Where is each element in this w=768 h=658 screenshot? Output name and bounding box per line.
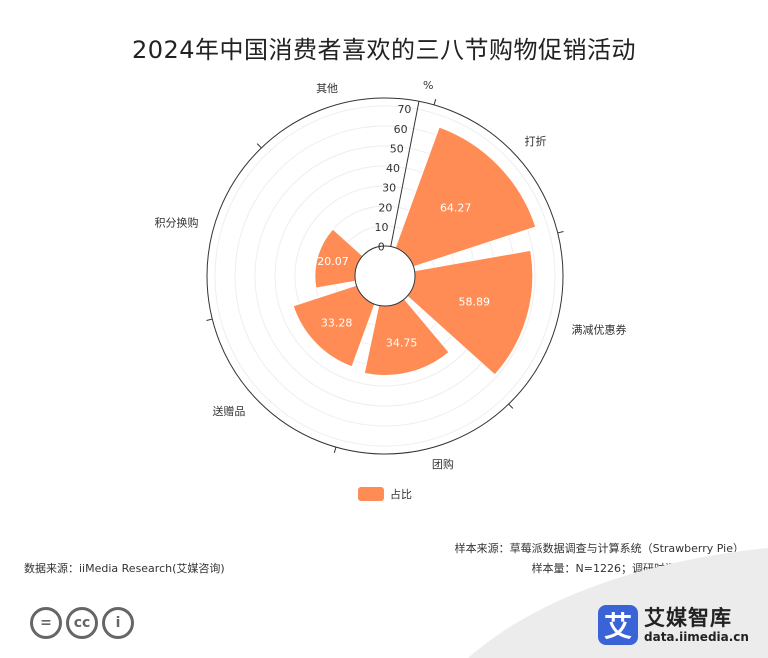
brand-url: data.iimedia.cn [644, 629, 749, 644]
radial-tick-label: 60 [394, 123, 408, 136]
data-source: 数据来源：iiMedia Research(艾媒咨询) [24, 562, 225, 575]
angle-tick [206, 318, 213, 321]
grid-ring [214, 105, 556, 447]
data-label: 58.89 [459, 296, 491, 309]
category-label: 团购 [432, 457, 454, 471]
bar-0 [394, 126, 537, 268]
radial-tick-label: 10 [375, 221, 389, 234]
category-label: 积分换购 [155, 216, 199, 230]
radial-axis [390, 101, 420, 247]
legend-swatch [358, 487, 384, 501]
legend-label: 占比 [390, 488, 412, 501]
data-label: 20.07 [317, 255, 349, 268]
radial-tick-label: 40 [386, 162, 400, 175]
radial-unit-label: % [423, 79, 433, 92]
chart-title: 2024年中国消费者喜欢的三八节购物促销活动 [131, 36, 637, 64]
license-icons: = cc i [30, 607, 134, 639]
brand-name: 艾媒智库 [644, 605, 732, 630]
radial-tick-label: 30 [382, 182, 396, 195]
outer-ring [206, 97, 564, 455]
angle-tick [433, 98, 437, 106]
cc-icon: cc [66, 607, 98, 639]
angle-tick [333, 446, 337, 454]
center-hole [354, 245, 416, 307]
equals-icon: = [30, 607, 62, 639]
person-icon: i [102, 607, 134, 639]
angle-tick [557, 231, 564, 234]
data-label: 33.28 [321, 317, 353, 330]
angle-tick [508, 403, 514, 409]
data-label: 34.75 [386, 337, 418, 350]
sample-source: 样本来源：草莓派数据调查与计算系统（Strawberry Pie） [454, 542, 744, 555]
category-label: 送赠品 [212, 404, 245, 418]
angle-tick [256, 143, 262, 149]
data-label: 64.27 [440, 202, 472, 215]
radial-tick-label: 20 [378, 201, 392, 214]
brand-background-swoosh [468, 548, 768, 658]
category-label: 其他 [316, 82, 338, 95]
category-label: 打折 [525, 134, 547, 148]
radial-tick-label: 0 [378, 241, 385, 254]
radial-tick-label: 50 [390, 142, 404, 155]
brand-block[interactable]: 艾 艾媒智库 data.iimedia.cn [598, 605, 749, 645]
grid-ring [234, 125, 536, 427]
legend[interactable]: 占比 [358, 486, 412, 502]
category-label: 满减优惠券 [571, 322, 626, 336]
radial-tick-label: 70 [397, 103, 411, 116]
brand-logo-icon: 艾 [598, 605, 638, 645]
